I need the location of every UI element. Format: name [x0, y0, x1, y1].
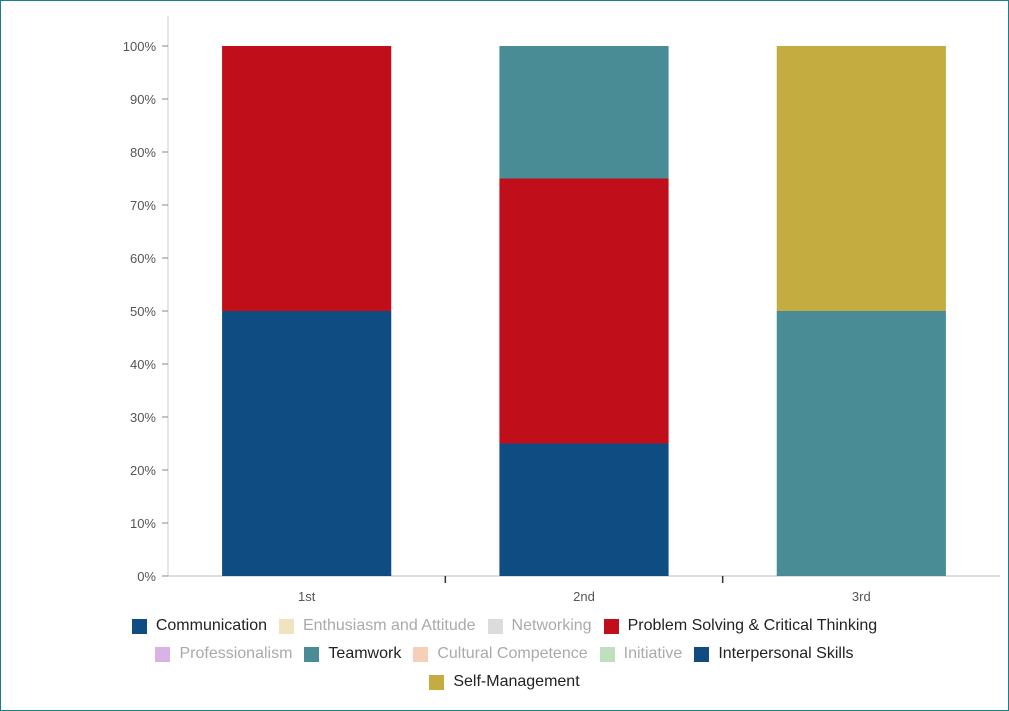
- legend-swatch: [599, 646, 615, 662]
- x-tick-label: 1st: [298, 589, 316, 604]
- y-axis: 0% 10% 20% 30% 40% 50% 60% 70% 80% 90% 100%: [123, 16, 169, 584]
- legend-swatch: [603, 618, 619, 634]
- bar-segment-problem-solving-critical-thinking[interactable]: [222, 46, 392, 311]
- bar-segment-teamwork[interactable]: [776, 311, 946, 576]
- legend-label: Networking: [511, 617, 592, 634]
- y-tick-label: 10%: [130, 516, 156, 531]
- legend-swatch: [487, 618, 503, 634]
- legend-item-networking[interactable]: Networking: [487, 617, 592, 635]
- legend-item-cultural-competence[interactable]: Cultural Competence: [413, 645, 588, 663]
- bar-segment-self-management[interactable]: [776, 46, 946, 311]
- legend-label: Interpersonal Skills: [718, 645, 854, 662]
- x-axis: 1st 2nd 3rd: [168, 575, 1000, 604]
- stacked-bar-chart: 0% 10% 20% 30% 40% 50% 60% 70% 80% 90% 100% 1st 2nd…: [123, 16, 1000, 604]
- y-tick-label: 50%: [130, 304, 156, 319]
- legend-label: Teamwork: [328, 645, 402, 662]
- legend-swatch: [694, 646, 710, 662]
- legend-item-professionalism[interactable]: Professionalism: [155, 645, 292, 663]
- legend-swatch: [131, 618, 147, 634]
- legend-item-teamwork[interactable]: Teamwork: [304, 645, 401, 663]
- legend-row: Professionalism Teamwork Cultural Competen…: [0, 640, 1009, 668]
- y-tick-label: 0%: [137, 569, 156, 584]
- y-tick-label: 60%: [130, 251, 156, 266]
- legend-item-problem-solving-critical-thinking[interactable]: Problem Solving & Critical Thinking: [603, 617, 878, 635]
- y-tick-label: 20%: [130, 463, 156, 478]
- legend-swatch: [429, 674, 445, 690]
- legend-item-interpersonal-skills[interactable]: Interpersonal Skills: [694, 645, 854, 663]
- y-tick-label: 30%: [130, 410, 156, 425]
- legend-swatch: [413, 646, 429, 662]
- y-tick-label: 90%: [130, 92, 156, 107]
- bar-segment-problem-solving-critical-thinking[interactable]: [499, 178, 669, 444]
- legend-swatch: [304, 646, 320, 662]
- y-tick-label: 70%: [130, 198, 156, 213]
- legend-label: Enthusiasm and Attitude: [302, 617, 476, 634]
- legend-item-initiative[interactable]: Initiative: [599, 645, 683, 663]
- legend-label: Cultural Competence: [437, 645, 588, 662]
- legend-item-communication[interactable]: Communication: [131, 617, 267, 635]
- bars: [222, 46, 946, 576]
- legend-label: Communication: [155, 617, 267, 634]
- legend-label: Problem Solving & Critical Thinking: [627, 617, 878, 634]
- legend-row: Communication Enthusiasm and Attitude Netw…: [0, 612, 1009, 640]
- legend-item-self-management[interactable]: Self-Management: [429, 673, 580, 691]
- legend: Communication Enthusiasm and Attitude Netw…: [0, 612, 1009, 696]
- y-tick-label: 40%: [130, 357, 156, 372]
- legend-label: Professionalism: [179, 645, 293, 662]
- legend-label: Initiative: [623, 645, 683, 662]
- bar-segment-communication[interactable]: [499, 443, 669, 577]
- legend-item-enthusiasm-and-attitude[interactable]: Enthusiasm and Attitude: [278, 617, 476, 635]
- x-tick-label: 3rd: [852, 589, 871, 604]
- x-tick-label: 2nd: [573, 589, 595, 604]
- bar-segment-communication[interactable]: [222, 311, 392, 576]
- bar-segment-teamwork[interactable]: [499, 46, 669, 179]
- legend-swatch: [155, 646, 171, 662]
- legend-row: Self-Management: [0, 668, 1009, 696]
- legend-swatch: [278, 618, 294, 634]
- legend-label: Self-Management: [453, 673, 580, 690]
- y-tick-label: 100%: [123, 39, 157, 54]
- y-tick-label: 80%: [130, 145, 156, 160]
